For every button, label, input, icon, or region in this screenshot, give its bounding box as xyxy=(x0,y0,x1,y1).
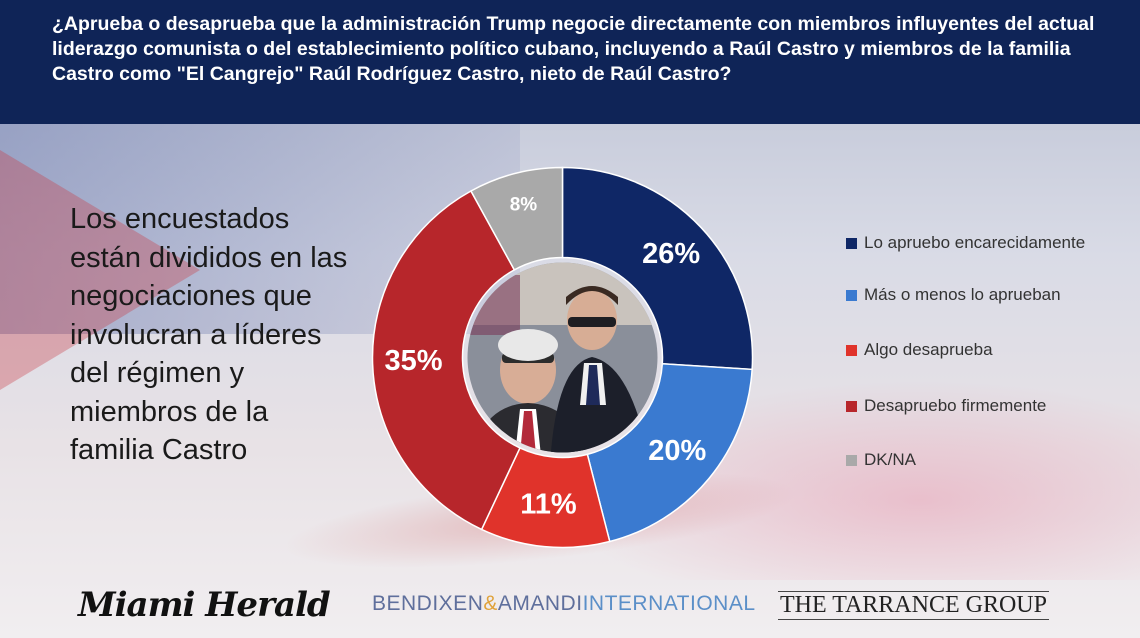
miami-herald-logo: Miami Herald xyxy=(78,585,331,625)
donut-chart: 26% 20% 11% 35% 8% xyxy=(370,165,755,550)
donut-slice xyxy=(586,362,753,543)
data-label: 8% xyxy=(510,194,538,215)
donut-slice xyxy=(371,189,521,531)
question-text: ¿Aprueba o desaprueba que la administrac… xyxy=(52,13,1095,85)
legend-label: Desapruebo firmemente xyxy=(864,396,1047,415)
legend-label: Lo apruebo encarecidamente xyxy=(864,233,1086,252)
chart-subtitle: Los encuestados están divididos en las n… xyxy=(70,203,348,466)
donut-slice xyxy=(561,166,754,371)
bendixen-amandi-logo: BENDIXEN&AMANDIINTERNATIONAL xyxy=(372,592,756,616)
legend-label: DK/NA xyxy=(864,450,916,469)
chart-legend: Lo apruebo encarecidamente Más o menos l… xyxy=(846,230,1126,473)
legend-swatch xyxy=(846,290,857,301)
amandi-text: AMANDI xyxy=(497,592,583,615)
legend-item: Desapruebo firmemente xyxy=(846,393,1126,447)
question-banner: ¿Aprueba o desaprueba que la administrac… xyxy=(0,0,1140,124)
legend-item: Más o menos lo aprueban xyxy=(846,282,1126,337)
legend-swatch xyxy=(846,345,857,356)
legend-label: Más o menos lo aprueban xyxy=(864,285,1061,304)
legend-label: Algo desaprueba xyxy=(864,340,993,359)
background-flag-triangle xyxy=(0,150,200,390)
data-label: 26% xyxy=(642,238,700,270)
ampersand-text: & xyxy=(483,592,498,615)
legend-item: Lo apruebo encarecidamente xyxy=(846,230,1126,282)
international-text: INTERNATIONAL xyxy=(582,592,756,615)
data-label: 35% xyxy=(385,345,443,377)
tarrance-group-logo: THE TARRANCE GROUP xyxy=(778,591,1049,620)
legend-swatch xyxy=(846,455,857,466)
legend-item: Algo desaprueba xyxy=(846,337,1126,393)
legend-swatch xyxy=(846,238,857,249)
legend-swatch xyxy=(846,401,857,412)
legend-item: DK/NA xyxy=(846,447,1126,473)
donut-slice xyxy=(469,166,564,271)
data-label: 11% xyxy=(520,488,577,520)
donut-svg: 26% 20% 11% 35% 8% xyxy=(371,166,754,549)
data-label: 20% xyxy=(648,435,706,467)
bendixen-text: BENDIXEN xyxy=(372,592,484,615)
